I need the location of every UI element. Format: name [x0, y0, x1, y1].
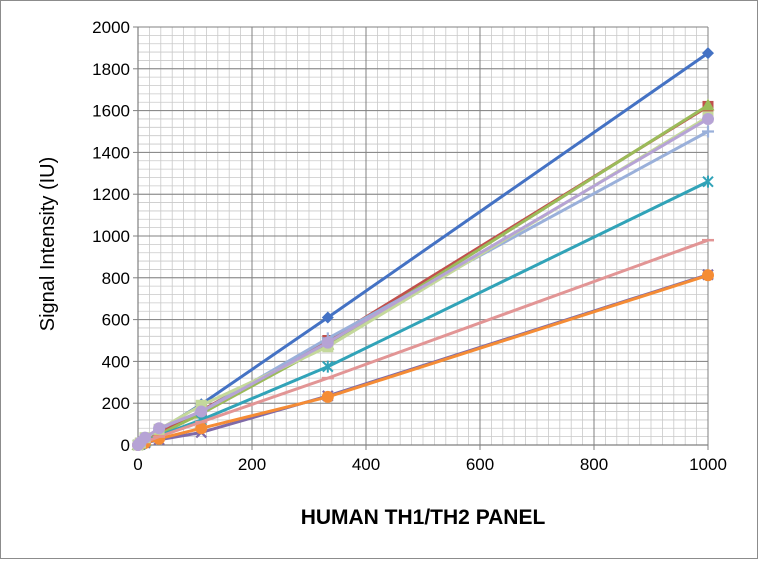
- y-tick-label: 600: [102, 311, 130, 330]
- x-tick-label: 0: [133, 455, 142, 474]
- y-tick-label: 800: [102, 269, 130, 288]
- y-tick-label: 0: [121, 436, 130, 455]
- series-7-point: [702, 125, 714, 138]
- series-10: [132, 112, 714, 451]
- y-tick-label: 200: [102, 394, 130, 413]
- y-tick-label: 1800: [92, 60, 130, 79]
- series-10-point: [321, 336, 334, 349]
- x-tick-labels: 0 200 400 600 800 1000: [133, 455, 727, 474]
- x-tick-label: 1000: [689, 455, 727, 474]
- series-5-point: [322, 360, 334, 373]
- y-tick-label: 1400: [92, 143, 130, 162]
- axes: [133, 26, 709, 450]
- series-3-point: [701, 98, 715, 111]
- series-1-point: [702, 47, 714, 60]
- series-9-point: [195, 399, 207, 411]
- series-6-point: [321, 390, 334, 403]
- y-tick-label: 1200: [92, 185, 130, 204]
- series-layer: [131, 47, 715, 451]
- x-tick-label: 200: [238, 455, 266, 474]
- y-tick-label: 400: [102, 352, 130, 371]
- y-axis-label: Signal Intensity (IU): [37, 157, 59, 332]
- y-tick-labels: 0 200 400 600 800 1000 1200 1400 1600 1800 2000: [92, 18, 130, 455]
- series-6-point: [195, 422, 208, 435]
- y-tick-label: 1000: [92, 227, 130, 246]
- y-tick-label: 2000: [92, 18, 130, 37]
- series-6-point: [702, 269, 714, 282]
- series-10-point: [139, 431, 152, 444]
- y-tick-label: 1600: [92, 102, 130, 121]
- series-10-point: [195, 405, 208, 418]
- series-5-point: [702, 175, 714, 188]
- x-axis-label: HUMAN TH1/TH2 PANEL: [301, 506, 546, 529]
- series-10-point: [702, 112, 714, 125]
- series-10-point: [153, 422, 166, 435]
- x-tick-label: 400: [352, 455, 380, 474]
- x-tick-label: 800: [580, 455, 608, 474]
- series-1-point: [321, 311, 334, 324]
- x-tick-label: 600: [466, 455, 494, 474]
